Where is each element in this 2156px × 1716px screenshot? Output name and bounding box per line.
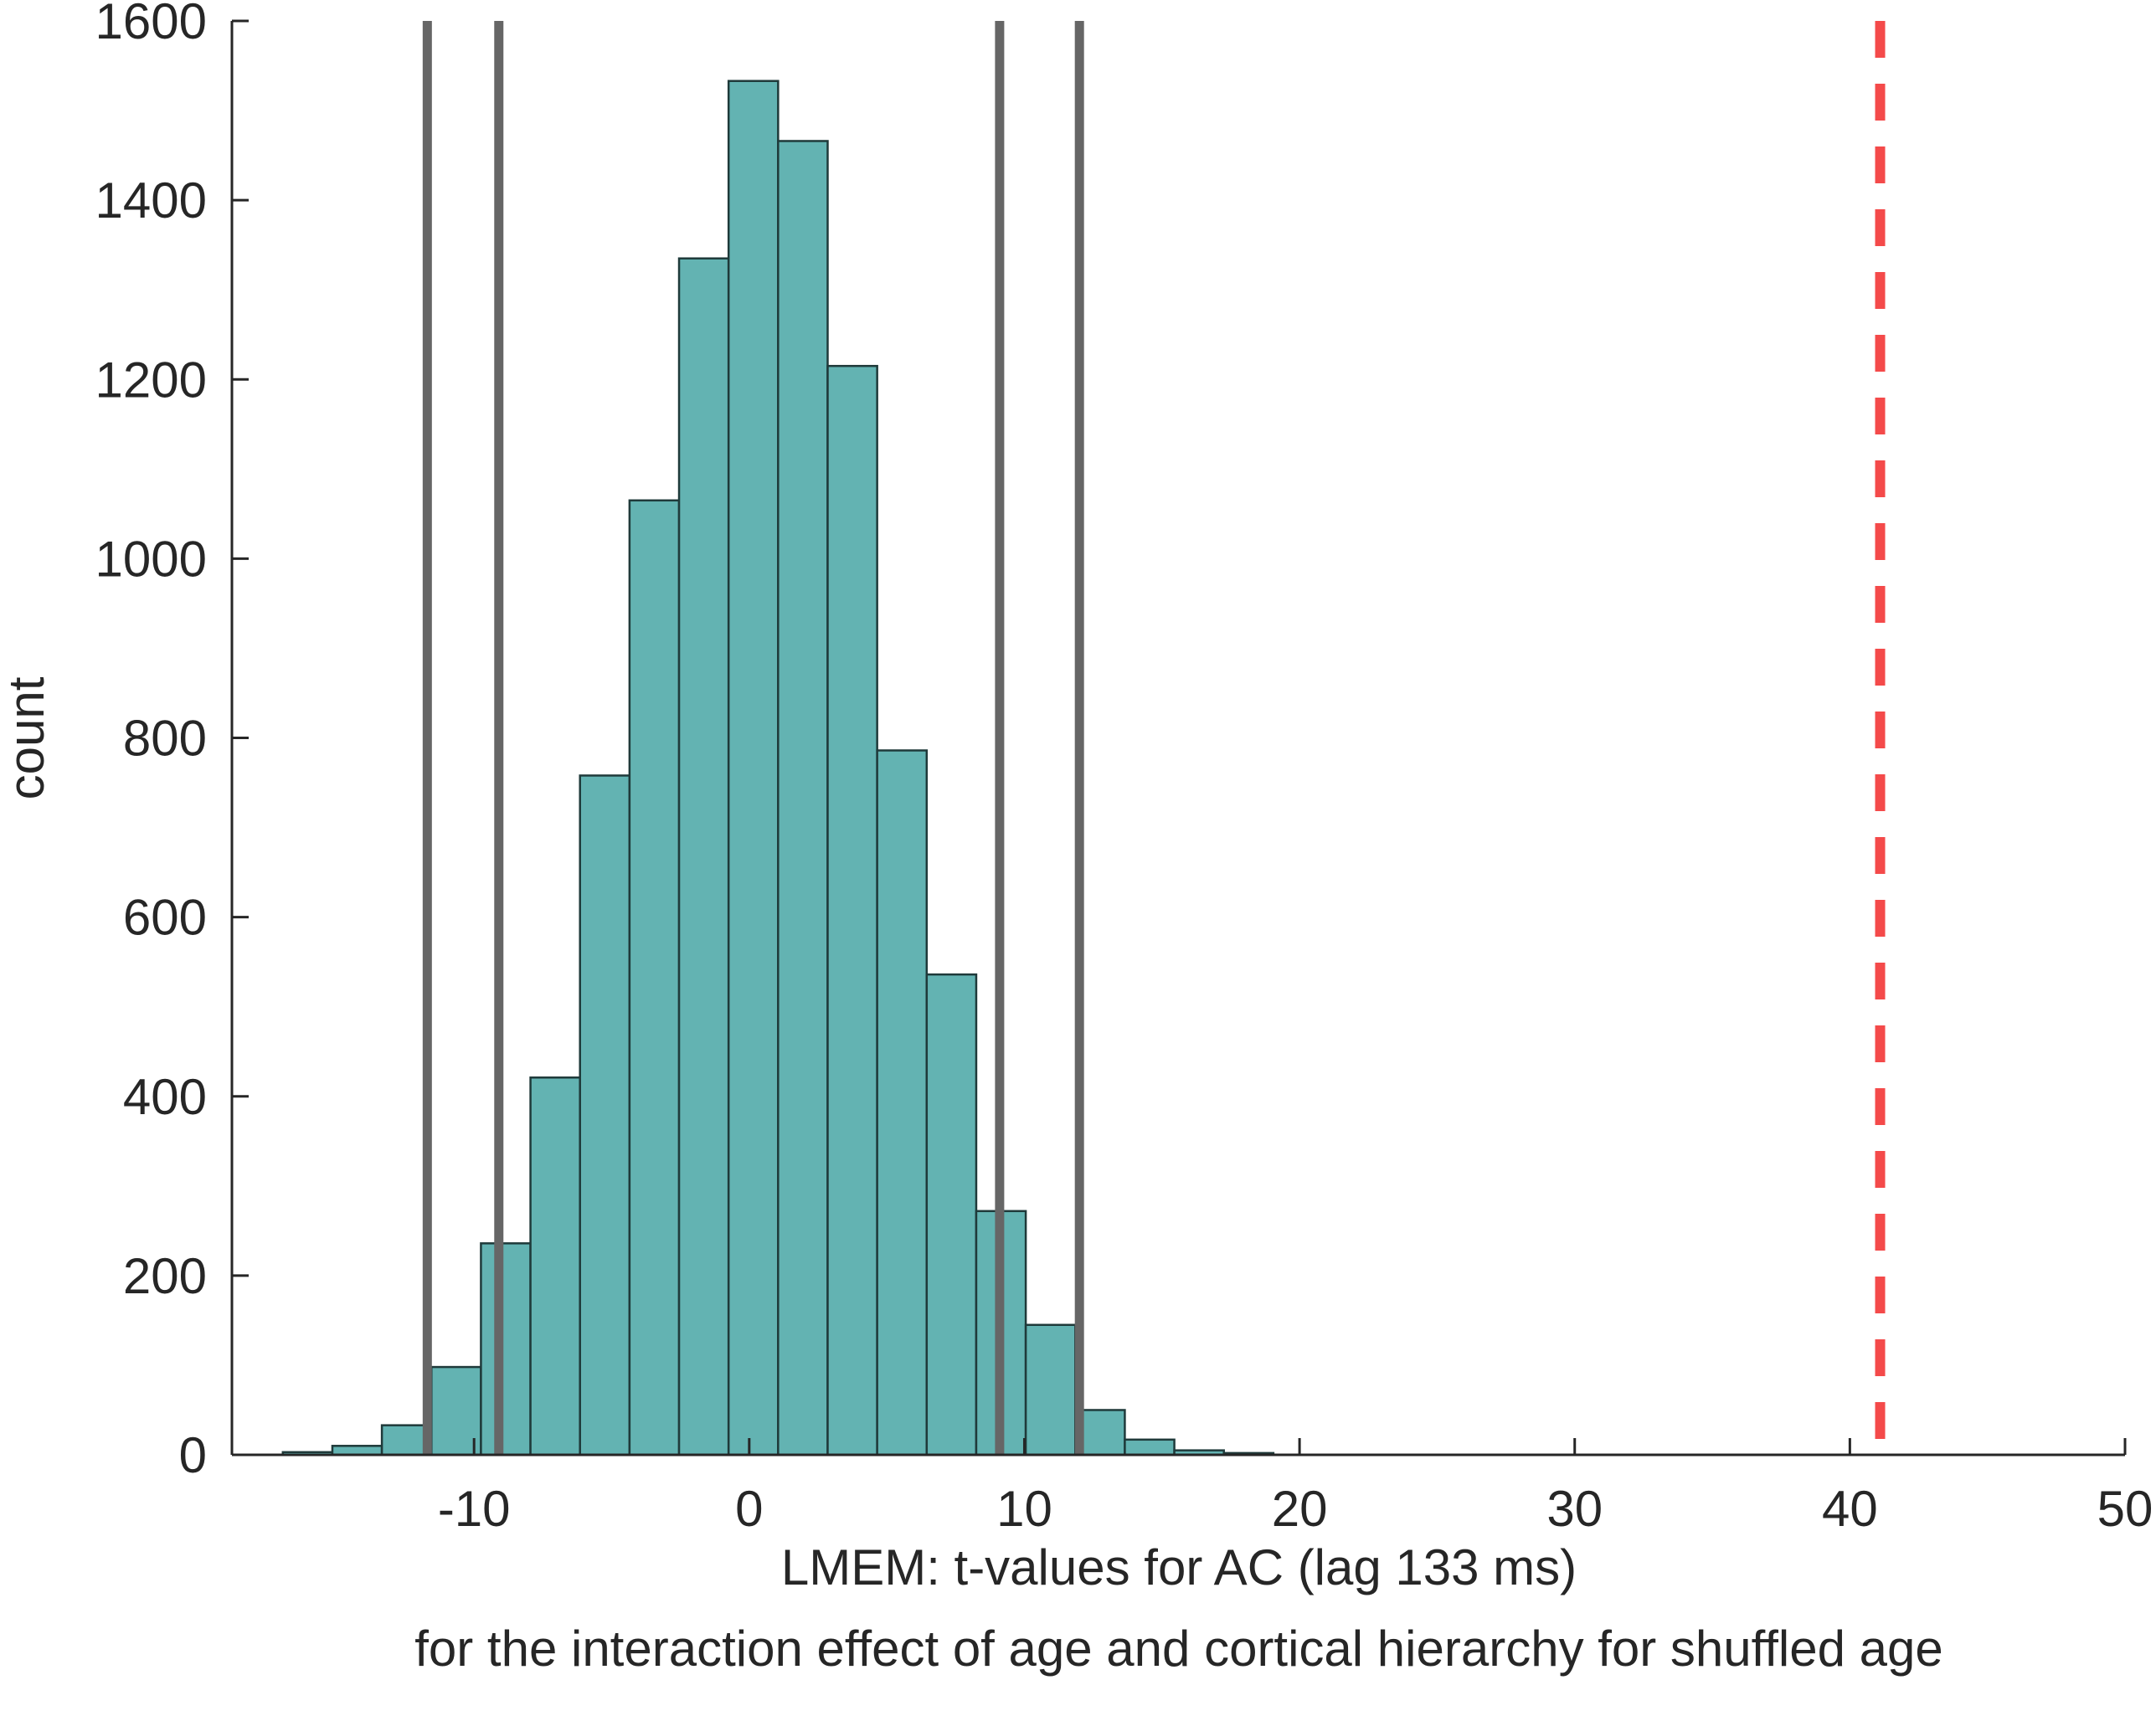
histogram-bar (876, 749, 929, 1457)
histogram-bars (281, 80, 1275, 1457)
x-axis-label: LMEM: t-values for AC (lag 133 ms) (781, 1539, 1577, 1595)
y-tick-label: 0 (179, 1427, 207, 1483)
histogram-bar (529, 1076, 581, 1457)
histogram-bar (826, 364, 878, 1457)
histogram-bar (579, 774, 631, 1457)
x-tick-label: 30 (1546, 1481, 1603, 1537)
y-tick-label: 600 (123, 890, 207, 946)
y-axis-label: count (0, 676, 54, 799)
x-tick-label: 10 (996, 1481, 1052, 1537)
histogram-bar (925, 973, 978, 1457)
histogram-bar (480, 1242, 532, 1457)
histogram-bar (727, 80, 780, 1457)
x-tick-label: 50 (2097, 1481, 2153, 1537)
y-tick-label: 800 (123, 711, 207, 767)
histogram-bar (677, 257, 730, 1457)
histogram-bar (777, 140, 829, 1457)
y-tick-label: 400 (123, 1069, 207, 1125)
y-tick-label: 1200 (95, 352, 207, 408)
x-tick-label: -10 (438, 1481, 511, 1537)
histogram-bar (628, 499, 681, 1457)
x-tick-label: 20 (1272, 1481, 1328, 1537)
x-axis-label-line2: for the interaction effect of age and co… (414, 1621, 1943, 1677)
x-tick-label: 0 (735, 1481, 763, 1537)
y-tick-label: 1400 (95, 172, 207, 229)
y-tick-label: 1600 (95, 0, 207, 49)
histogram-bar (1024, 1323, 1077, 1457)
x-tick-label: 40 (1822, 1481, 1878, 1537)
y-tick-label: 200 (123, 1248, 207, 1304)
y-tick-label: 1000 (95, 531, 207, 587)
reference-lines (422, 21, 1886, 1455)
axes: -10 0 10 20 30 40 50 0 200 400 600 800 1000 1200 1400 1… (95, 0, 2153, 1537)
histogram-bar (1124, 1438, 1176, 1457)
histogram-bar (331, 1445, 383, 1457)
